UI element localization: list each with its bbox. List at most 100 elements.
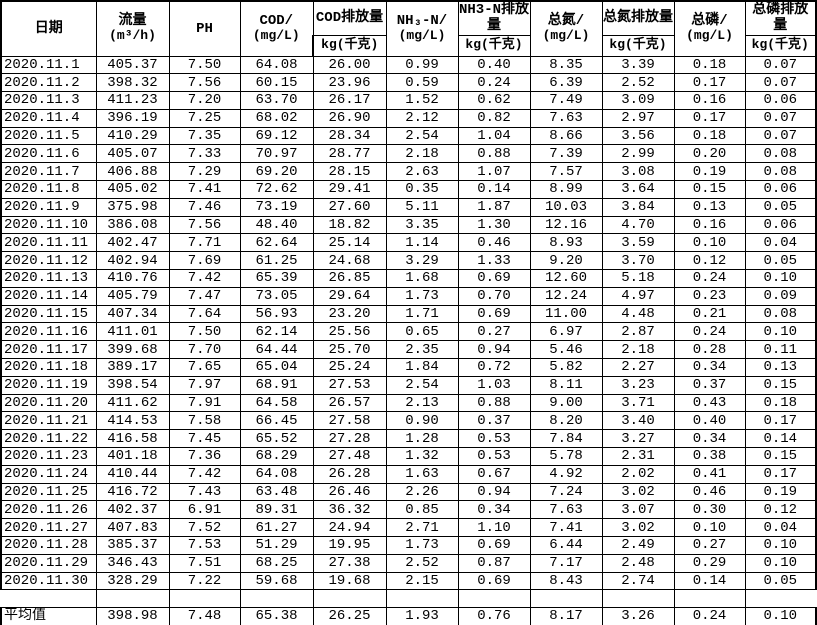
value-cell: 2.13 bbox=[385, 393, 459, 413]
value-cell: 2.48 bbox=[601, 553, 675, 573]
value-cell: 56.93 bbox=[239, 304, 314, 324]
value-cell: 3.29 bbox=[385, 251, 459, 271]
value-cell: 4.97 bbox=[601, 286, 675, 306]
header-total-phosphorus-unit: (mg/L) bbox=[686, 28, 733, 44]
value-cell: 65.38 bbox=[239, 607, 314, 625]
value-cell: 0.18 bbox=[673, 126, 746, 146]
date-cell: 2020.11.26 bbox=[0, 500, 97, 520]
header-total-nitrogen: 总氮/ (mg/L) bbox=[529, 0, 603, 57]
value-cell: 1.73 bbox=[385, 536, 459, 555]
value-cell: 1.93 bbox=[385, 607, 459, 625]
value-cell: 0.14 bbox=[457, 180, 531, 199]
value-cell: 0.15 bbox=[744, 375, 817, 395]
table-row: 2020.11.19 398.54 7.97 68.91 27.53 2.54 1.03 8.… bbox=[0, 375, 817, 395]
value-cell: 51.29 bbox=[239, 536, 314, 555]
value-cell: 0.14 bbox=[744, 429, 817, 449]
table-row: 2020.11.15 407.34 7.64 56.93 23.20 1.71 0.69 11… bbox=[0, 304, 817, 324]
value-cell: 399.68 bbox=[95, 340, 170, 360]
value-cell: 7.33 bbox=[168, 144, 241, 164]
header-total-nitrogen-unit: (mg/L) bbox=[542, 28, 590, 44]
table-row: 2020.11.18 389.17 7.65 65.04 25.24 1.84 0.72 5.… bbox=[0, 358, 817, 377]
value-cell: 1.14 bbox=[385, 233, 459, 253]
value-cell: 2.26 bbox=[385, 482, 459, 502]
value-cell: 0.27 bbox=[457, 322, 531, 342]
value-cell: 346.43 bbox=[95, 553, 170, 573]
value-cell: 5.18 bbox=[601, 269, 675, 288]
value-cell: 405.02 bbox=[95, 180, 170, 199]
value-cell: 3.02 bbox=[601, 482, 675, 502]
value-cell: 389.17 bbox=[95, 358, 170, 377]
value-cell: 60.15 bbox=[239, 73, 314, 93]
value-cell: 0.07 bbox=[744, 126, 817, 146]
value-cell: 23.20 bbox=[312, 304, 387, 324]
header-nh3n: NH₃-N/ (mg/L) bbox=[385, 0, 459, 57]
value-cell: 0.30 bbox=[673, 500, 746, 520]
value-cell: 89.31 bbox=[239, 500, 314, 520]
header-ph: PH bbox=[168, 0, 241, 57]
value-cell: 0.59 bbox=[385, 73, 459, 93]
value-cell: 8.43 bbox=[529, 571, 603, 591]
value-cell: 7.84 bbox=[529, 429, 603, 449]
value-cell bbox=[529, 589, 603, 609]
value-cell bbox=[385, 589, 459, 609]
value-cell: 410.29 bbox=[95, 126, 170, 146]
value-cell: 0.34 bbox=[673, 429, 746, 449]
value-cell: 64.08 bbox=[239, 55, 314, 75]
value-cell: 0.46 bbox=[457, 233, 531, 253]
table-row: 2020.11.6 405.07 7.33 70.97 28.77 2.18 0.88 7.3… bbox=[0, 144, 817, 164]
value-cell: 0.53 bbox=[457, 447, 531, 466]
value-cell: 0.37 bbox=[457, 411, 531, 431]
value-cell: 7.47 bbox=[168, 286, 241, 306]
value-cell: 28.15 bbox=[312, 162, 387, 182]
value-cell: 2.54 bbox=[385, 126, 459, 146]
value-cell: 7.63 bbox=[529, 108, 603, 128]
value-cell: 7.57 bbox=[529, 162, 603, 182]
value-cell: 12.60 bbox=[529, 269, 603, 288]
value-cell: 2.74 bbox=[601, 571, 675, 591]
value-cell: 410.44 bbox=[95, 464, 170, 484]
value-cell: 2.52 bbox=[385, 553, 459, 573]
value-cell: 0.16 bbox=[673, 215, 746, 235]
value-cell: 2.15 bbox=[385, 571, 459, 591]
value-cell: 26.25 bbox=[312, 607, 387, 625]
value-cell: 3.02 bbox=[601, 518, 675, 538]
value-cell: 7.43 bbox=[168, 482, 241, 502]
value-cell: 64.44 bbox=[239, 340, 314, 360]
value-cell: 0.17 bbox=[744, 411, 817, 431]
value-cell: 0.05 bbox=[744, 197, 817, 217]
value-cell: 66.45 bbox=[239, 411, 314, 431]
value-cell: 0.94 bbox=[457, 482, 531, 502]
value-cell: 61.25 bbox=[239, 251, 314, 271]
value-cell: 0.53 bbox=[457, 429, 531, 449]
value-cell: 2.87 bbox=[601, 322, 675, 342]
value-cell: 27.58 bbox=[312, 411, 387, 431]
value-cell: 2.49 bbox=[601, 536, 675, 555]
value-cell: 1.52 bbox=[385, 91, 459, 110]
value-cell: 73.05 bbox=[239, 286, 314, 306]
value-cell: 7.69 bbox=[168, 251, 241, 271]
value-cell: 11.00 bbox=[529, 304, 603, 324]
value-cell: 5.78 bbox=[529, 447, 603, 466]
value-cell: 7.71 bbox=[168, 233, 241, 253]
header-flow-unit: (m³/h) bbox=[109, 28, 156, 44]
value-cell: 0.08 bbox=[744, 144, 817, 164]
value-cell: 396.19 bbox=[95, 108, 170, 128]
value-cell: 0.69 bbox=[457, 304, 531, 324]
value-cell: 0.05 bbox=[744, 251, 817, 271]
value-cell: 7.36 bbox=[168, 447, 241, 466]
value-cell: 7.64 bbox=[168, 304, 241, 324]
table-row: 2020.11.16 411.01 7.50 62.14 25.56 0.65 0.27 6.… bbox=[0, 322, 817, 342]
header-nh3n-unit: (mg/L) bbox=[398, 28, 446, 44]
date-cell: 2020.11.4 bbox=[0, 108, 97, 128]
value-cell: 1.73 bbox=[385, 286, 459, 306]
value-cell: 0.99 bbox=[385, 55, 459, 75]
value-cell: 61.27 bbox=[239, 518, 314, 538]
value-cell: 0.18 bbox=[673, 55, 746, 75]
value-cell: 414.53 bbox=[95, 411, 170, 431]
value-cell: 0.15 bbox=[673, 180, 746, 199]
value-cell: 19.68 bbox=[312, 571, 387, 591]
value-cell: 410.76 bbox=[95, 269, 170, 288]
date-cell: 2020.11.24 bbox=[0, 464, 97, 484]
value-cell: 62.64 bbox=[239, 233, 314, 253]
